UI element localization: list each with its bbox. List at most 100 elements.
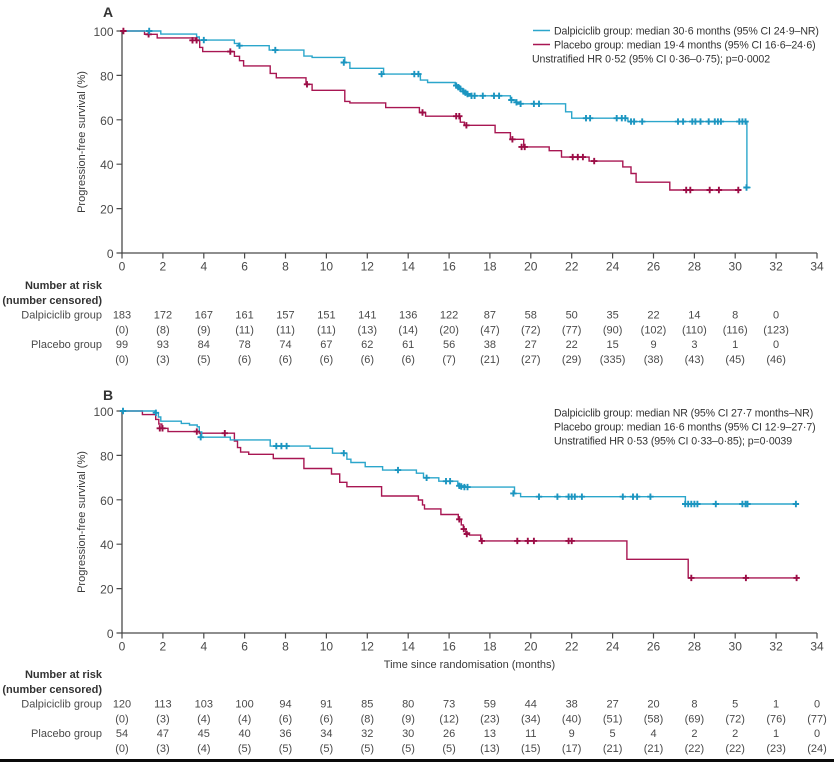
svg-text:(9): (9): [401, 713, 414, 725]
svg-text:(5): (5): [238, 743, 251, 755]
svg-text:(6): (6): [279, 713, 292, 725]
svg-text:2: 2: [691, 728, 697, 740]
svg-text:0: 0: [773, 310, 779, 322]
svg-text:32: 32: [769, 260, 783, 274]
svg-text:47: 47: [157, 728, 169, 740]
svg-text:60: 60: [100, 494, 114, 508]
svg-text:(17): (17): [562, 743, 582, 755]
svg-text:22: 22: [565, 260, 579, 274]
svg-text:78: 78: [238, 339, 250, 351]
svg-text:10: 10: [320, 640, 334, 654]
svg-text:8: 8: [691, 699, 697, 711]
svg-text:8: 8: [282, 640, 289, 654]
svg-text:Progression-free survival (%): Progression-free survival (%): [76, 71, 88, 213]
svg-text:(116): (116): [723, 324, 748, 336]
svg-text:Dalpiciclib group: median 30·6: Dalpiciclib group: median 30·6 months (9…: [554, 25, 819, 37]
svg-text:(13): (13): [358, 324, 378, 336]
svg-text:(6): (6): [320, 713, 333, 725]
svg-text:(51): (51): [603, 713, 623, 725]
svg-text:4: 4: [200, 640, 207, 654]
svg-text:(6): (6): [320, 354, 333, 366]
svg-text:1: 1: [773, 728, 779, 740]
svg-text:38: 38: [566, 699, 578, 711]
svg-text:167: 167: [195, 310, 213, 322]
svg-text:(29): (29): [562, 354, 582, 366]
svg-text:18: 18: [483, 260, 497, 274]
svg-text:Progression-free survival (%): Progression-free survival (%): [76, 451, 88, 593]
svg-text:(8): (8): [156, 324, 169, 336]
svg-text:20: 20: [647, 699, 659, 711]
svg-text:14: 14: [688, 310, 700, 322]
svg-text:B: B: [103, 387, 113, 403]
svg-text:14: 14: [402, 260, 416, 274]
svg-text:(11): (11): [276, 324, 295, 336]
svg-text:14: 14: [402, 640, 416, 654]
svg-text:(4): (4): [197, 713, 210, 725]
svg-text:(4): (4): [238, 713, 251, 725]
svg-text:10: 10: [320, 260, 334, 274]
svg-text:22: 22: [566, 339, 578, 351]
svg-text:4: 4: [650, 728, 656, 740]
svg-text:28: 28: [688, 640, 702, 654]
svg-text:15: 15: [606, 339, 618, 351]
svg-text:36: 36: [279, 728, 291, 740]
svg-text:30: 30: [402, 728, 414, 740]
svg-text:2: 2: [160, 260, 167, 274]
svg-text:60: 60: [100, 114, 114, 128]
svg-text:157: 157: [276, 310, 294, 322]
svg-text:0: 0: [773, 339, 779, 351]
svg-text:(12): (12): [439, 713, 459, 725]
svg-text:Placebo group: Placebo group: [31, 728, 102, 740]
svg-text:120: 120: [113, 699, 131, 711]
svg-text:136: 136: [399, 310, 417, 322]
svg-text:26: 26: [647, 260, 661, 274]
svg-text:(38): (38): [644, 354, 664, 366]
svg-text:Dalpiciclib group: Dalpiciclib group: [21, 310, 102, 322]
svg-text:2: 2: [732, 728, 738, 740]
svg-text:12: 12: [361, 260, 375, 274]
svg-text:0: 0: [107, 247, 114, 261]
svg-text:26: 26: [443, 728, 455, 740]
svg-text:122: 122: [440, 310, 458, 322]
svg-text:0: 0: [119, 260, 126, 274]
svg-text:(69): (69): [685, 713, 705, 725]
svg-text:103: 103: [195, 699, 213, 711]
svg-text:26: 26: [647, 640, 661, 654]
svg-text:67: 67: [320, 339, 332, 351]
svg-text:5: 5: [610, 728, 616, 740]
svg-text:9: 9: [650, 339, 656, 351]
svg-text:(24): (24): [807, 743, 827, 755]
svg-text:(22): (22): [685, 743, 705, 755]
svg-text:(21): (21): [480, 354, 500, 366]
svg-text:100: 100: [93, 405, 113, 419]
svg-text:(6): (6): [401, 354, 414, 366]
svg-text:56: 56: [443, 339, 455, 351]
svg-text:Placebo group: median 19·4 mon: Placebo group: median 19·4 months (95% C…: [554, 39, 816, 51]
svg-text:34: 34: [810, 260, 824, 274]
svg-text:(5): (5): [197, 354, 210, 366]
svg-text:12: 12: [361, 640, 375, 654]
svg-text:(22): (22): [725, 743, 745, 755]
svg-text:27: 27: [606, 699, 618, 711]
svg-text:13: 13: [484, 728, 496, 740]
svg-text:(72): (72): [521, 324, 541, 336]
svg-text:A: A: [103, 4, 113, 20]
svg-text:(40): (40): [562, 713, 582, 725]
svg-text:22: 22: [565, 640, 579, 654]
svg-text:172: 172: [154, 310, 172, 322]
svg-text:28: 28: [688, 260, 702, 274]
svg-text:(77): (77): [807, 713, 827, 725]
svg-text:(335): (335): [600, 354, 626, 366]
svg-text:(9): (9): [197, 324, 210, 336]
svg-text:Placebo group: median 16·6 mon: Placebo group: median 16·6 months (95% C…: [554, 421, 816, 433]
svg-text:(0): (0): [115, 743, 128, 755]
svg-text:0: 0: [119, 640, 126, 654]
svg-text:87: 87: [484, 310, 496, 322]
svg-text:6: 6: [241, 640, 248, 654]
svg-text:8: 8: [282, 260, 289, 274]
svg-text:38: 38: [484, 339, 496, 351]
svg-text:183: 183: [113, 310, 131, 322]
svg-text:84: 84: [198, 339, 210, 351]
svg-text:20: 20: [100, 583, 114, 597]
svg-text:34: 34: [810, 640, 824, 654]
